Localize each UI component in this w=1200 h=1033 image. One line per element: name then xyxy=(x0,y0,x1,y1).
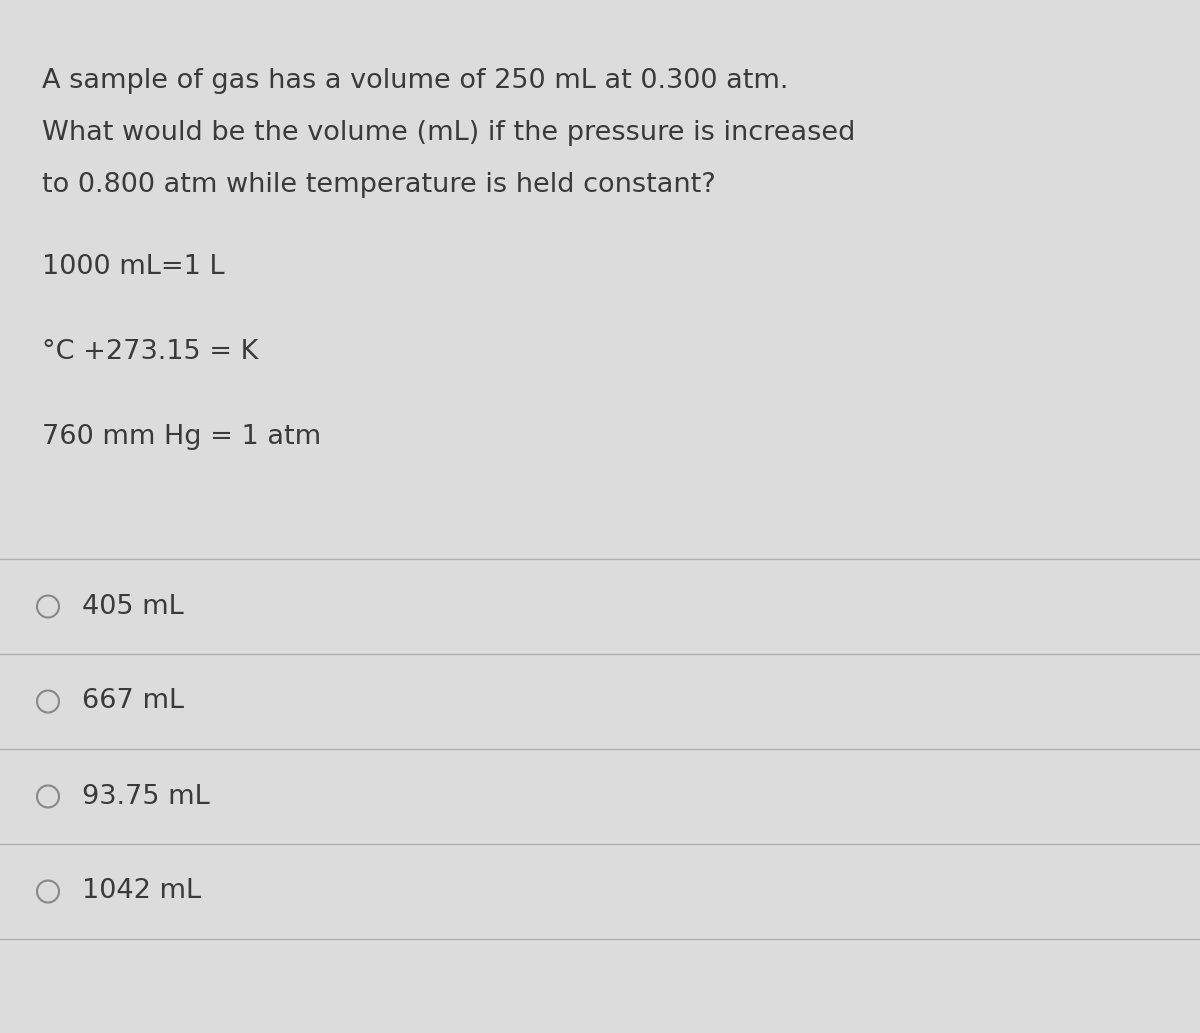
Text: 405 mL: 405 mL xyxy=(82,594,184,620)
Text: 1000 mL=1 L: 1000 mL=1 L xyxy=(42,254,224,280)
Text: What would be the volume (mL) if the pressure is increased: What would be the volume (mL) if the pre… xyxy=(42,120,856,146)
Text: 667 mL: 667 mL xyxy=(82,689,184,715)
Text: °C +273.15 = K: °C +273.15 = K xyxy=(42,339,258,365)
Text: 760 mm Hg = 1 atm: 760 mm Hg = 1 atm xyxy=(42,424,322,450)
Text: A sample of gas has a volume of 250 mL at 0.300 atm.: A sample of gas has a volume of 250 mL a… xyxy=(42,68,788,94)
Text: to 0.800 atm while temperature is held constant?: to 0.800 atm while temperature is held c… xyxy=(42,173,715,198)
Text: 1042 mL: 1042 mL xyxy=(82,878,202,905)
Text: 93.75 mL: 93.75 mL xyxy=(82,783,210,810)
